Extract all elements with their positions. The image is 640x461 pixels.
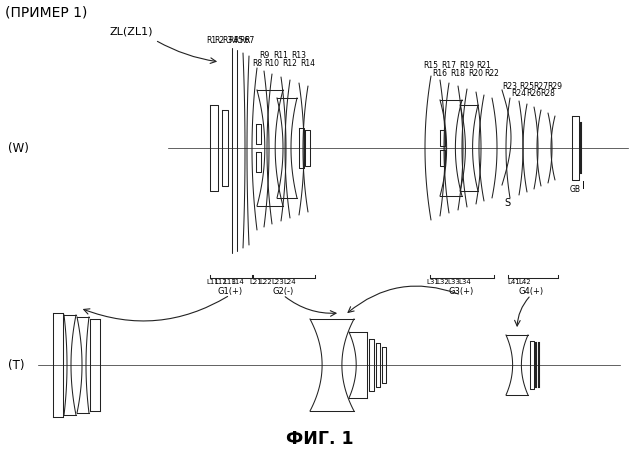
Text: R15: R15 [424,61,438,70]
Text: R12: R12 [283,59,298,68]
Text: L13: L13 [223,279,236,285]
Text: R7: R7 [244,36,254,45]
Text: S: S [504,198,510,208]
Text: G3(+): G3(+) [449,287,474,296]
Text: R21: R21 [477,61,492,70]
Text: G4(+): G4(+) [518,287,543,296]
Text: R16: R16 [433,69,447,78]
Text: G1(+): G1(+) [218,287,243,296]
Text: R4: R4 [228,36,238,45]
Text: R20: R20 [468,69,483,78]
Text: R27: R27 [534,82,548,91]
Text: R18: R18 [451,69,465,78]
Text: L24: L24 [284,279,296,285]
Text: R3: R3 [222,36,232,45]
Text: GB: GB [570,185,580,194]
Text: I: I [582,181,584,191]
Text: L33: L33 [447,279,460,285]
Text: R17: R17 [442,61,456,70]
Text: R26: R26 [527,89,541,98]
Text: L22: L22 [260,279,272,285]
Text: R19: R19 [460,61,474,70]
Text: L32: L32 [436,279,449,285]
Text: R9: R9 [259,51,269,60]
Text: (T): (T) [8,359,24,372]
Text: L14: L14 [232,279,244,285]
Text: L12: L12 [214,279,227,285]
Text: G2(-): G2(-) [273,287,294,296]
Text: R1: R1 [206,36,216,45]
Text: R6: R6 [239,36,249,45]
Text: R25: R25 [520,82,534,91]
Text: L42: L42 [518,279,531,285]
Text: R10: R10 [264,59,280,68]
Text: R13: R13 [291,51,307,60]
Text: ZL(ZL1): ZL(ZL1) [110,27,154,37]
Text: R29: R29 [547,82,563,91]
Text: L21: L21 [250,279,262,285]
Text: R28: R28 [541,89,556,98]
Text: R24: R24 [511,89,527,98]
Text: L23: L23 [271,279,284,285]
Text: L41: L41 [508,279,520,285]
Text: R23: R23 [502,82,518,91]
Text: R11: R11 [273,51,289,60]
Text: R14: R14 [301,59,316,68]
Text: R5: R5 [233,36,243,45]
Text: ФИГ. 1: ФИГ. 1 [286,430,354,448]
Text: L34: L34 [459,279,472,285]
Text: R2: R2 [214,36,224,45]
Text: L31: L31 [427,279,440,285]
Text: L11: L11 [207,279,220,285]
Text: R22: R22 [484,69,499,78]
Text: R8: R8 [252,59,262,68]
Text: (ПРИМЕР 1): (ПРИМЕР 1) [5,6,88,20]
Text: (W): (W) [8,142,29,154]
